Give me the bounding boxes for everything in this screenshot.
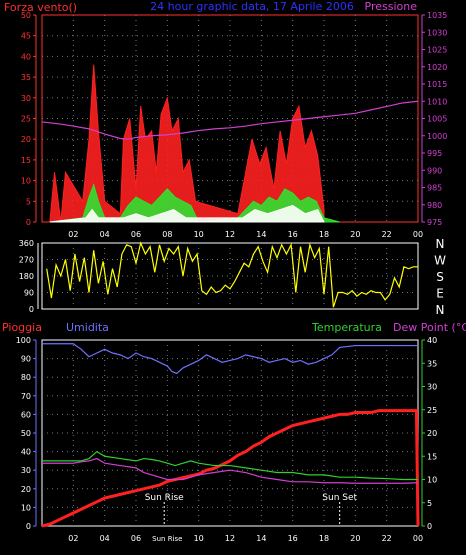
x-tick-label: 00: [413, 534, 423, 543]
tick-label: 1025: [427, 46, 447, 55]
tick-label: 980: [427, 201, 442, 210]
x-tick-label: 12: [225, 534, 235, 543]
rain-label: Pioggia: [2, 321, 42, 334]
tick-label: 990: [427, 166, 442, 175]
tick-label: 20: [21, 135, 31, 144]
x-tick-label: 06: [131, 230, 141, 239]
compass-label: N: [436, 237, 445, 251]
compass-label: S: [436, 270, 444, 284]
x-extra-label: Sun Rise: [152, 535, 182, 543]
x-tick-label: 10: [194, 230, 204, 239]
x-tick-label: 02: [68, 230, 78, 239]
compass-label: E: [436, 287, 444, 301]
x-tick-label: 12: [225, 230, 235, 239]
tick-label: 30: [427, 383, 437, 392]
tick-label: 100: [16, 336, 31, 345]
x-tick-label: 08: [162, 230, 172, 239]
x-tick-label: 04: [100, 534, 110, 543]
tick-label: 70: [21, 392, 31, 401]
tick-label: 1005: [427, 115, 447, 124]
tick-label: 5: [26, 197, 31, 206]
x-tick-label: 14: [256, 230, 266, 239]
pressure-label: Pressione: [365, 0, 418, 13]
x-tick-label: 18: [319, 230, 329, 239]
wind-pressure-panel: Forza vento() 24 hour graphic data, 17 A…: [4, 0, 447, 239]
series-dew: [42, 457, 419, 484]
x-tick-label: 16: [288, 534, 298, 543]
tick-label: 40: [21, 52, 31, 61]
x-tick-label: 14: [256, 534, 266, 543]
tick-label: 360: [19, 239, 34, 248]
panel1-title: 24 hour graphic data, 17 Aprile 2006: [150, 0, 354, 13]
tick-label: 5: [427, 499, 432, 508]
tick-label: 45: [21, 32, 31, 41]
tick-label: 50: [21, 11, 31, 20]
tick-label: 270: [19, 256, 34, 265]
compass-label: W: [434, 254, 446, 268]
x-tick-label: 22: [382, 230, 392, 239]
tick-label: 20: [427, 429, 437, 438]
tick-label: 0: [427, 522, 432, 531]
tick-label: 0: [29, 305, 34, 314]
tick-label: 40: [427, 336, 437, 345]
tick-label: 0: [26, 522, 31, 531]
x-tick-label: 04: [100, 230, 110, 239]
humidity-label: Umidita: [66, 321, 109, 334]
series-wind_min: [49, 204, 325, 223]
tick-label: 50: [21, 429, 31, 438]
series-direction: [46, 241, 418, 308]
series-rain: [41, 409, 420, 528]
compass-label: N: [436, 303, 445, 317]
tick-label: 0: [26, 218, 31, 227]
annotation-label: Sun Set: [322, 493, 357, 503]
tick-label: 35: [21, 73, 31, 82]
wind-speed-label: Forza vento(): [4, 1, 77, 14]
x-tick-label: 18: [319, 534, 329, 543]
tick-label: 180: [19, 272, 34, 281]
tick-label: 60: [21, 410, 31, 419]
tick-label: 995: [427, 149, 442, 158]
series-temperature: [42, 450, 418, 481]
tick-label: 15: [427, 452, 437, 461]
tick-label: 1035: [427, 11, 447, 20]
series-humidity: [42, 343, 418, 375]
tick-label: 25: [427, 406, 437, 415]
tick-label: 10: [21, 177, 31, 186]
x-tick-label: 20: [350, 230, 360, 239]
x-tick-label: 20: [350, 534, 360, 543]
tick-label: 15: [21, 156, 31, 165]
tick-label: 25: [21, 115, 31, 124]
tick-label: 1010: [427, 97, 447, 106]
tick-label: 985: [427, 184, 442, 193]
tick-label: 1020: [427, 63, 447, 72]
tick-label: 30: [21, 94, 31, 103]
tick-label: 1030: [427, 28, 447, 37]
temperature-label: Temperatura: [311, 321, 382, 334]
tick-label: 35: [427, 359, 437, 368]
tick-label: 10: [427, 476, 437, 485]
tick-label: 90: [21, 355, 31, 364]
tick-label: 90: [24, 289, 34, 298]
tick-label: 975: [427, 218, 442, 227]
x-tick-label: 02: [68, 534, 78, 543]
tick-label: 1015: [427, 80, 447, 89]
series-gust: [49, 64, 325, 223]
tick-label: 10: [21, 503, 31, 512]
tick-label: 40: [21, 448, 31, 457]
x-tick-label: 06: [131, 534, 141, 543]
tick-label: 1000: [427, 132, 447, 141]
rain-humidity-temp-panel: Pioggia Umidita Temperatura Dew Point (°…: [2, 321, 466, 543]
tick-label: 30: [21, 466, 31, 475]
tick-label: 20: [21, 485, 31, 494]
x-tick-label: 22: [382, 534, 392, 543]
annotation-label: Sun Rise: [145, 493, 184, 503]
series-pressure: [41, 100, 419, 140]
x-tick-label: 16: [288, 230, 298, 239]
x-tick-label: 10: [194, 534, 204, 543]
tick-label: 80: [21, 373, 31, 382]
dew-point-label: Dew Point (°C): [393, 321, 466, 334]
x-tick-label: 00: [413, 230, 423, 239]
